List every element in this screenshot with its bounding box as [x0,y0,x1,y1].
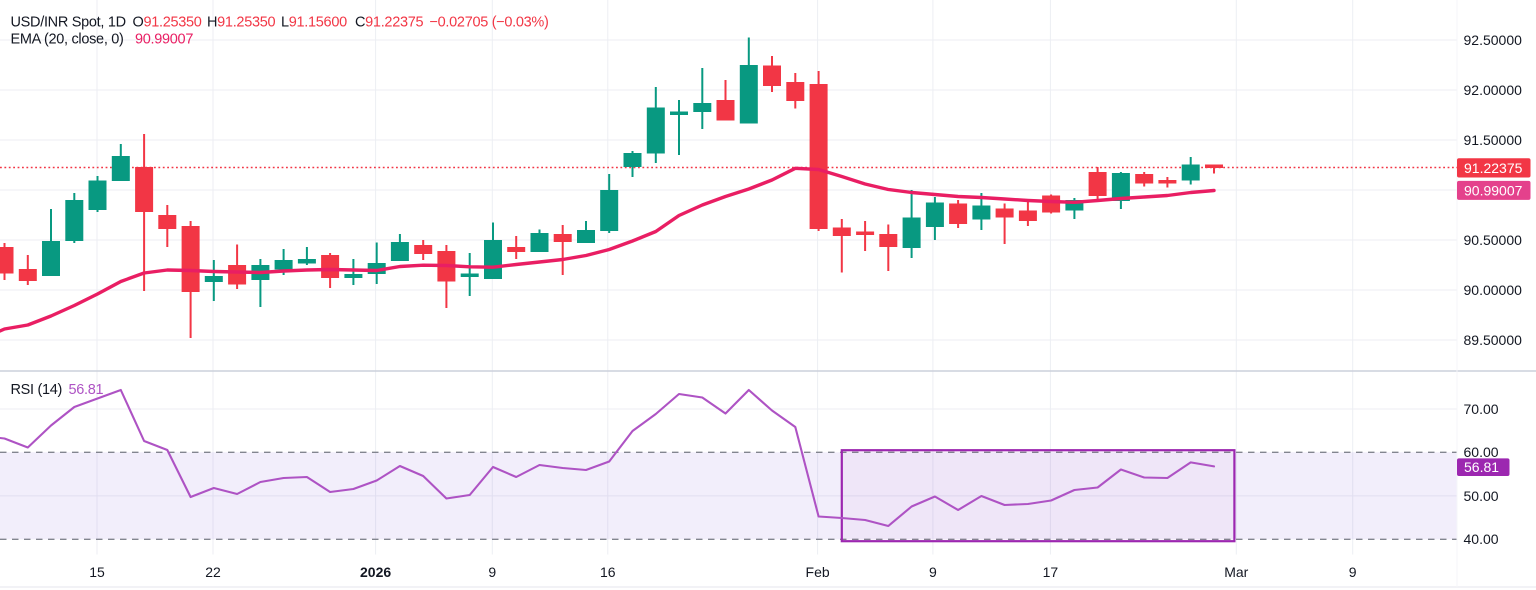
svg-text:L91.15600: L91.15600 [281,15,347,31]
svg-text:90.00000: 90.00000 [1464,282,1523,298]
svg-text:89.50000: 89.50000 [1464,332,1523,348]
svg-text:22: 22 [205,564,221,580]
svg-text:H91.25350: H91.25350 [207,15,275,31]
svg-text:56.81: 56.81 [69,382,104,398]
svg-text:90.99007: 90.99007 [135,32,193,48]
svg-text:2026: 2026 [360,564,391,580]
svg-text:92.50000: 92.50000 [1464,32,1523,48]
svg-text:60.00: 60.00 [1464,444,1499,460]
svg-text:EMA (20, close, 0): EMA (20, close, 0) [11,32,124,48]
svg-text:50.00: 50.00 [1464,488,1499,504]
svg-text:9: 9 [488,564,496,580]
svg-text:40.00: 40.00 [1464,531,1499,547]
svg-text:17: 17 [1043,564,1059,580]
svg-text:90.99007: 90.99007 [1464,182,1523,198]
svg-text:92.00000: 92.00000 [1464,82,1523,98]
svg-text:9: 9 [929,564,937,580]
svg-text:16: 16 [600,564,616,580]
svg-text:91.22375: 91.22375 [1464,160,1523,176]
svg-text:70.00: 70.00 [1464,401,1499,417]
svg-text:Mar: Mar [1224,564,1248,580]
svg-text:C91.22375: C91.22375 [355,15,423,31]
svg-text:−0.02705 (−0.03%): −0.02705 (−0.03%) [430,15,549,31]
svg-text:15: 15 [89,564,105,580]
svg-text:90.50000: 90.50000 [1464,232,1523,248]
svg-text:91.50000: 91.50000 [1464,132,1523,148]
svg-text:USD/INR Spot, 1D: USD/INR Spot, 1D [11,15,126,31]
svg-text:RSI (14): RSI (14) [11,382,63,398]
svg-text:Feb: Feb [806,564,830,580]
svg-text:O91.25350: O91.25350 [133,15,202,31]
svg-text:9: 9 [1349,564,1357,580]
svg-text:56.81: 56.81 [1464,459,1499,475]
